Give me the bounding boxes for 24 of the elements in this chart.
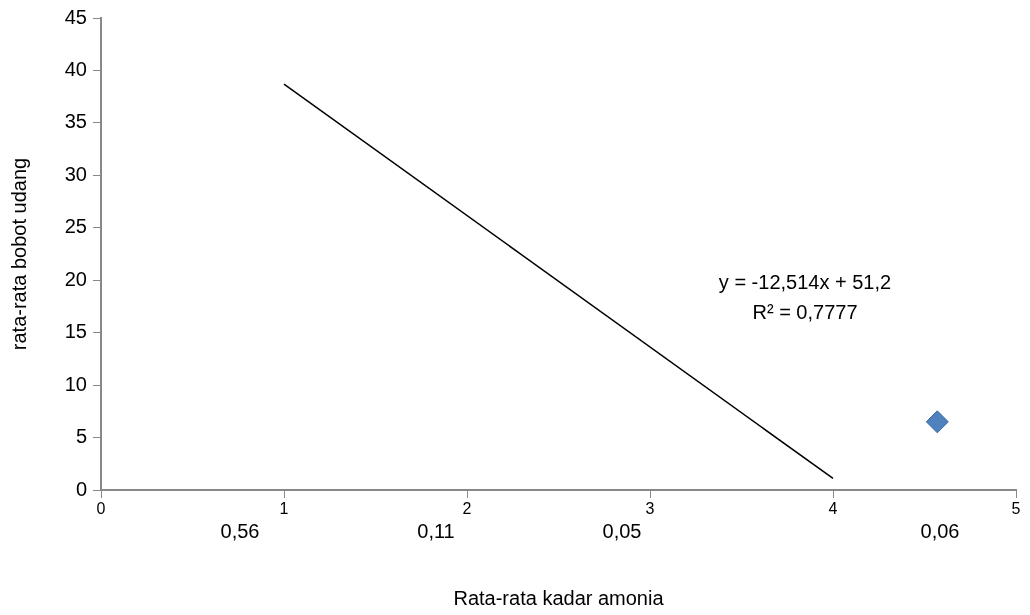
y-axis-title: rata-rata bobot udang xyxy=(7,157,30,351)
annotation: y = -12,514x + 51,2 xyxy=(718,270,892,293)
y-tick-label: 10 xyxy=(64,372,87,395)
annotation: R² = 0,7777 xyxy=(752,300,858,323)
x-tick-label: 0 xyxy=(96,500,106,518)
y-tick-label: 40 xyxy=(64,57,87,80)
x-tick-label: 5 xyxy=(1011,500,1021,518)
x-axis-title: Rata-rata kadar amonia xyxy=(453,586,665,609)
y-tick-label: 15 xyxy=(64,320,87,343)
text: 0,06 xyxy=(920,519,960,542)
y-tick-label: 45 xyxy=(64,5,87,28)
text: 0,11 xyxy=(417,519,455,542)
y-tick-label: 35 xyxy=(64,110,87,133)
x-tick-label: 3 xyxy=(645,500,655,518)
x-tick-label: 1 xyxy=(279,500,289,518)
x-tick-label: 2 xyxy=(462,500,472,518)
y-tick-label: 20 xyxy=(64,267,87,290)
y-tick-label: 25 xyxy=(64,215,87,238)
y-tick-label: 0 xyxy=(75,477,87,500)
y-tick-label: 30 xyxy=(64,162,87,185)
text: 0,56 xyxy=(220,519,260,542)
y-tick-label: 5 xyxy=(75,425,87,448)
x-tick-label: 4 xyxy=(828,500,838,518)
text: 0,05 xyxy=(602,519,642,542)
